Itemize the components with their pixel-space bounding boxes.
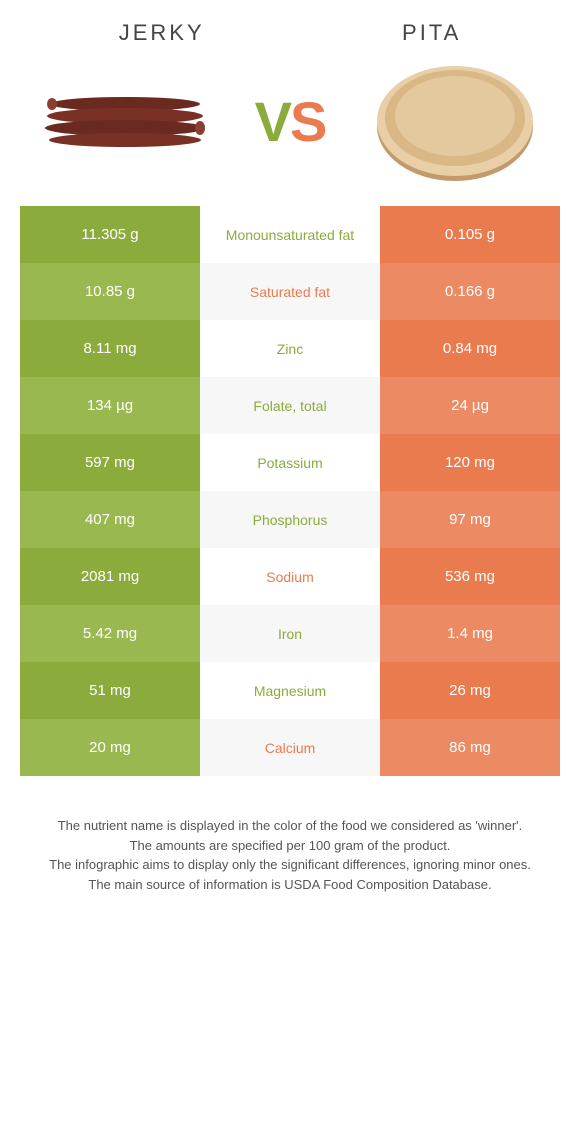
footer-line: The nutrient name is displayed in the co… — [40, 816, 540, 836]
nutrient-label: Phosphorus — [200, 491, 380, 548]
left-value: 407 mg — [20, 491, 200, 548]
nutrient-label: Folate, total — [200, 377, 380, 434]
comparison-table: 11.305 gMonounsaturated fat0.105 g10.85 … — [20, 206, 560, 776]
right-value: 0.105 g — [380, 206, 560, 263]
right-food-title: Pita — [402, 20, 461, 46]
jerky-image — [40, 66, 210, 176]
table-row: 134 µgFolate, total24 µg — [20, 377, 560, 434]
nutrient-label: Potassium — [200, 434, 380, 491]
nutrient-label: Monounsaturated fat — [200, 206, 380, 263]
footer-notes: The nutrient name is displayed in the co… — [0, 776, 580, 914]
left-value: 2081 mg — [20, 548, 200, 605]
pita-image — [370, 66, 540, 176]
left-value: 11.305 g — [20, 206, 200, 263]
right-value: 26 mg — [380, 662, 560, 719]
left-value: 10.85 g — [20, 263, 200, 320]
left-value: 20 mg — [20, 719, 200, 776]
table-row: 407 mgPhosphorus97 mg — [20, 491, 560, 548]
table-row: 5.42 mgIron1.4 mg — [20, 605, 560, 662]
right-value: 536 mg — [380, 548, 560, 605]
vs-letter-s: S — [290, 90, 325, 153]
footer-line: The main source of information is USDA F… — [40, 875, 540, 895]
nutrient-label: Zinc — [200, 320, 380, 377]
table-row: 11.305 gMonounsaturated fat0.105 g — [20, 206, 560, 263]
right-value: 120 mg — [380, 434, 560, 491]
infographic-container: Jerky Pita VS 11.305 gMonouns — [0, 0, 580, 914]
jerky-icon — [40, 86, 210, 156]
images-row: VS — [0, 56, 580, 206]
right-value: 0.84 mg — [380, 320, 560, 377]
footer-line: The infographic aims to display only the… — [40, 855, 540, 875]
right-value: 24 µg — [380, 377, 560, 434]
vs-letter-v: V — [255, 90, 290, 153]
footer-line: The amounts are specified per 100 gram o… — [40, 836, 540, 856]
table-row: 2081 mgSodium536 mg — [20, 548, 560, 605]
table-row: 597 mgPotassium120 mg — [20, 434, 560, 491]
nutrient-label: Sodium — [200, 548, 380, 605]
pita-icon — [370, 56, 540, 186]
left-value: 8.11 mg — [20, 320, 200, 377]
left-value: 5.42 mg — [20, 605, 200, 662]
left-value: 51 mg — [20, 662, 200, 719]
nutrient-label: Saturated fat — [200, 263, 380, 320]
table-row: 51 mgMagnesium26 mg — [20, 662, 560, 719]
left-value: 134 µg — [20, 377, 200, 434]
nutrient-label: Calcium — [200, 719, 380, 776]
table-row: 10.85 gSaturated fat0.166 g — [20, 263, 560, 320]
right-value: 0.166 g — [380, 263, 560, 320]
vs-text: VS — [255, 89, 326, 154]
left-food-title: Jerky — [119, 20, 205, 46]
left-value: 597 mg — [20, 434, 200, 491]
nutrient-label: Iron — [200, 605, 380, 662]
right-value: 97 mg — [380, 491, 560, 548]
nutrient-label: Magnesium — [200, 662, 380, 719]
right-value: 86 mg — [380, 719, 560, 776]
table-row: 8.11 mgZinc0.84 mg — [20, 320, 560, 377]
header: Jerky Pita — [0, 0, 580, 56]
right-value: 1.4 mg — [380, 605, 560, 662]
table-row: 20 mgCalcium86 mg — [20, 719, 560, 776]
